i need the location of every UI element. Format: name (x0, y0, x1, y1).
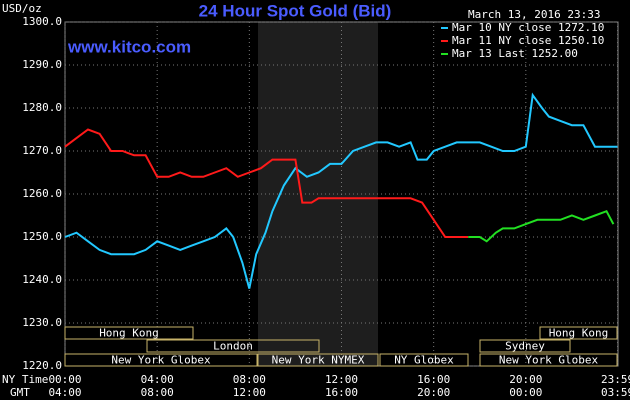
session-box (479, 353, 618, 367)
x2-tick-label: 08:00 (141, 386, 174, 399)
x2-tick-label: 00:00 (509, 386, 542, 399)
series-line (64, 128, 469, 238)
session-label: New York NYMEX (272, 354, 365, 367)
legend-entry: Mar 13 Last 1252.00 (452, 47, 578, 60)
y-tick-label: 1230.0 (22, 316, 62, 329)
y-tick-label: 1290.0 (22, 58, 62, 71)
session-label: NY Globex (394, 354, 454, 367)
session-box (539, 326, 618, 340)
x2-tick-label: 16:00 (325, 386, 358, 399)
y-axis-label: USD/oz (2, 2, 42, 15)
x-tick-label: 04:00 (141, 373, 174, 386)
session-box (146, 339, 320, 353)
x-tick-label: 12:00 (325, 373, 358, 386)
legend-entry: Mar 11 NY close 1250.10 (452, 34, 604, 47)
session-box (257, 353, 379, 367)
y-tick-label: 1250.0 (22, 230, 62, 243)
y-tick-label: 1300.0 (22, 15, 62, 28)
watermark: www.kitco.com (67, 37, 191, 56)
session-box (379, 353, 469, 367)
session-box (479, 339, 571, 353)
y-tick-label: 1270.0 (22, 144, 62, 157)
y-tick-label: 1260.0 (22, 187, 62, 200)
y-tick-label: 1280.0 (22, 101, 62, 114)
session-label: London (213, 340, 253, 353)
x-tick-label: 08:00 (233, 373, 266, 386)
session-box (64, 326, 194, 340)
x2-tick-label: 04:00 (48, 386, 81, 399)
session-label: Sydney (505, 340, 545, 353)
session-label: Hong Kong (549, 327, 609, 340)
session-label: New York Globex (111, 354, 211, 367)
series-line (64, 92, 618, 289)
session-label: Hong Kong (99, 327, 159, 340)
session-label: New York Globex (499, 354, 599, 367)
x2-tick-label: 03:59 (601, 386, 630, 399)
x-tick-label: 00:00 (48, 373, 81, 386)
x-axis-label: NY Time (2, 373, 48, 386)
session-box (64, 353, 258, 367)
x-tick-label: 16:00 (417, 373, 450, 386)
x-tick-label: 20:00 (509, 373, 542, 386)
chart-title: 24 Hour Spot Gold (Bid) (199, 1, 392, 20)
x2-axis-label: GMT (10, 386, 30, 399)
y-tick-label: 1240.0 (22, 273, 62, 286)
timestamp: March 13, 2016 23:33 (468, 8, 600, 21)
x2-tick-label: 20:00 (417, 386, 450, 399)
x2-tick-label: 12:00 (233, 386, 266, 399)
x-tick-label: 23:59 (601, 373, 630, 386)
y-tick-label: 1220.0 (22, 359, 62, 372)
legend-entry: Mar 10 NY close 1272.10 (452, 21, 604, 34)
series-line (468, 209, 615, 243)
